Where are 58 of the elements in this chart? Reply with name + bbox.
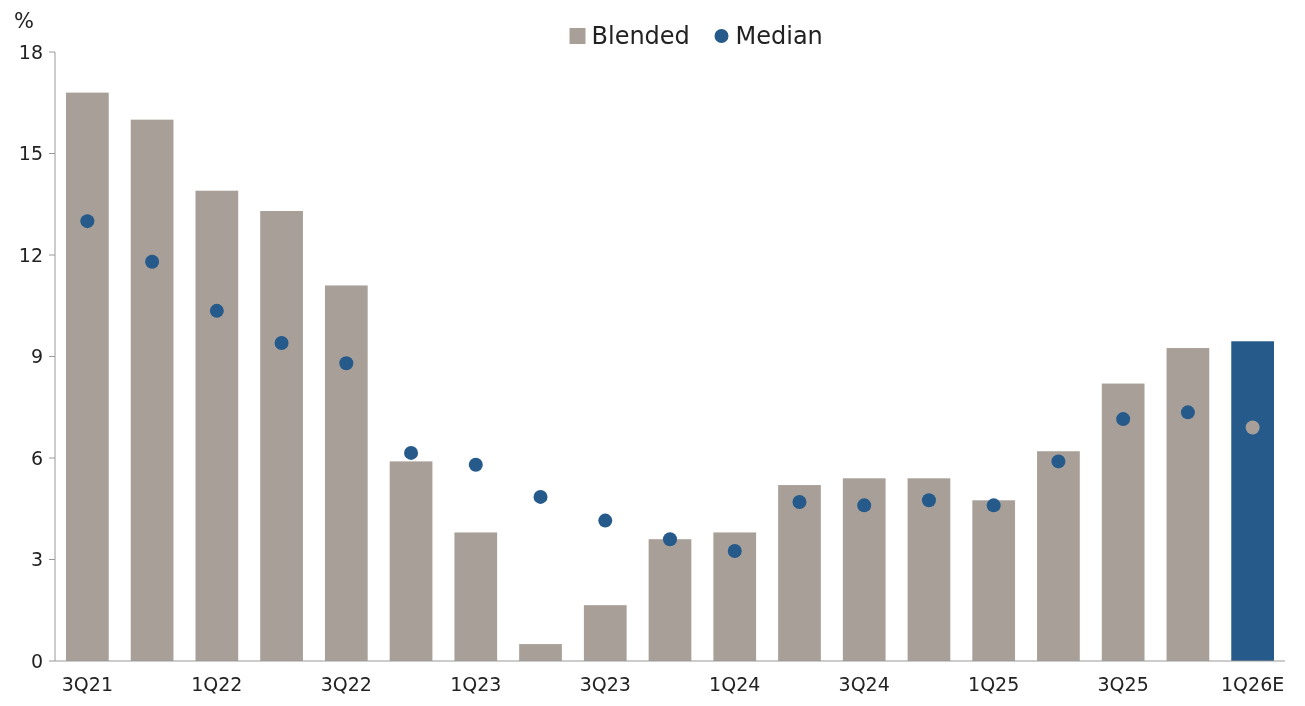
x-tick-label: 3Q23 <box>579 673 631 695</box>
point <box>1245 420 1260 435</box>
point <box>986 498 1001 513</box>
point <box>1051 454 1066 469</box>
y-tick-label: 3 <box>30 548 43 571</box>
point <box>792 494 807 509</box>
bar <box>972 500 1016 661</box>
point <box>145 254 160 269</box>
bar <box>1101 383 1145 661</box>
y-tick-label: 18 <box>18 40 43 63</box>
x-tick-label: 1Q26E <box>1221 673 1285 695</box>
point <box>598 513 613 528</box>
bar <box>389 461 433 661</box>
bar <box>713 532 757 661</box>
bar <box>324 285 368 661</box>
bar <box>130 119 174 661</box>
point <box>727 544 742 559</box>
x-tick-label: 1Q25 <box>968 673 1020 695</box>
point <box>80 214 95 229</box>
y-tick-label: 15 <box>18 142 43 165</box>
point <box>274 335 289 350</box>
bar <box>1166 348 1210 661</box>
x-tick-label: 3Q21 <box>61 673 113 695</box>
point <box>404 445 419 460</box>
point <box>1116 412 1131 427</box>
y-tick-label: 0 <box>30 649 43 672</box>
point <box>857 498 872 513</box>
x-tick-label: 1Q24 <box>709 673 761 695</box>
bar <box>195 190 239 661</box>
x-tick-label: 3Q24 <box>838 673 890 695</box>
bar <box>648 539 692 661</box>
bar <box>778 485 821 661</box>
bar <box>454 532 498 661</box>
legend-label: Blended <box>591 22 690 51</box>
legend-label: Median <box>735 22 823 51</box>
point <box>1180 405 1195 420</box>
point <box>468 457 483 472</box>
bar <box>66 92 109 661</box>
bar <box>842 478 886 661</box>
y-tick-label: 12 <box>18 243 43 266</box>
bar <box>583 605 627 661</box>
point <box>663 532 677 547</box>
bar <box>519 644 562 661</box>
point <box>921 493 936 508</box>
bar <box>260 211 303 661</box>
y-axis-title: % <box>14 9 34 33</box>
bar <box>1037 451 1080 661</box>
x-tick-label: 1Q22 <box>191 673 243 695</box>
x-tick-label: 3Q25 <box>1097 673 1149 695</box>
point <box>533 489 548 504</box>
y-tick-label: 9 <box>30 345 43 368</box>
bar <box>907 478 951 661</box>
point <box>339 356 354 371</box>
y-tick-label: 6 <box>30 446 43 469</box>
x-tick-label: 1Q23 <box>450 673 502 695</box>
bar <box>1231 341 1274 661</box>
x-tick-label: 3Q22 <box>320 673 372 695</box>
point <box>209 303 224 318</box>
